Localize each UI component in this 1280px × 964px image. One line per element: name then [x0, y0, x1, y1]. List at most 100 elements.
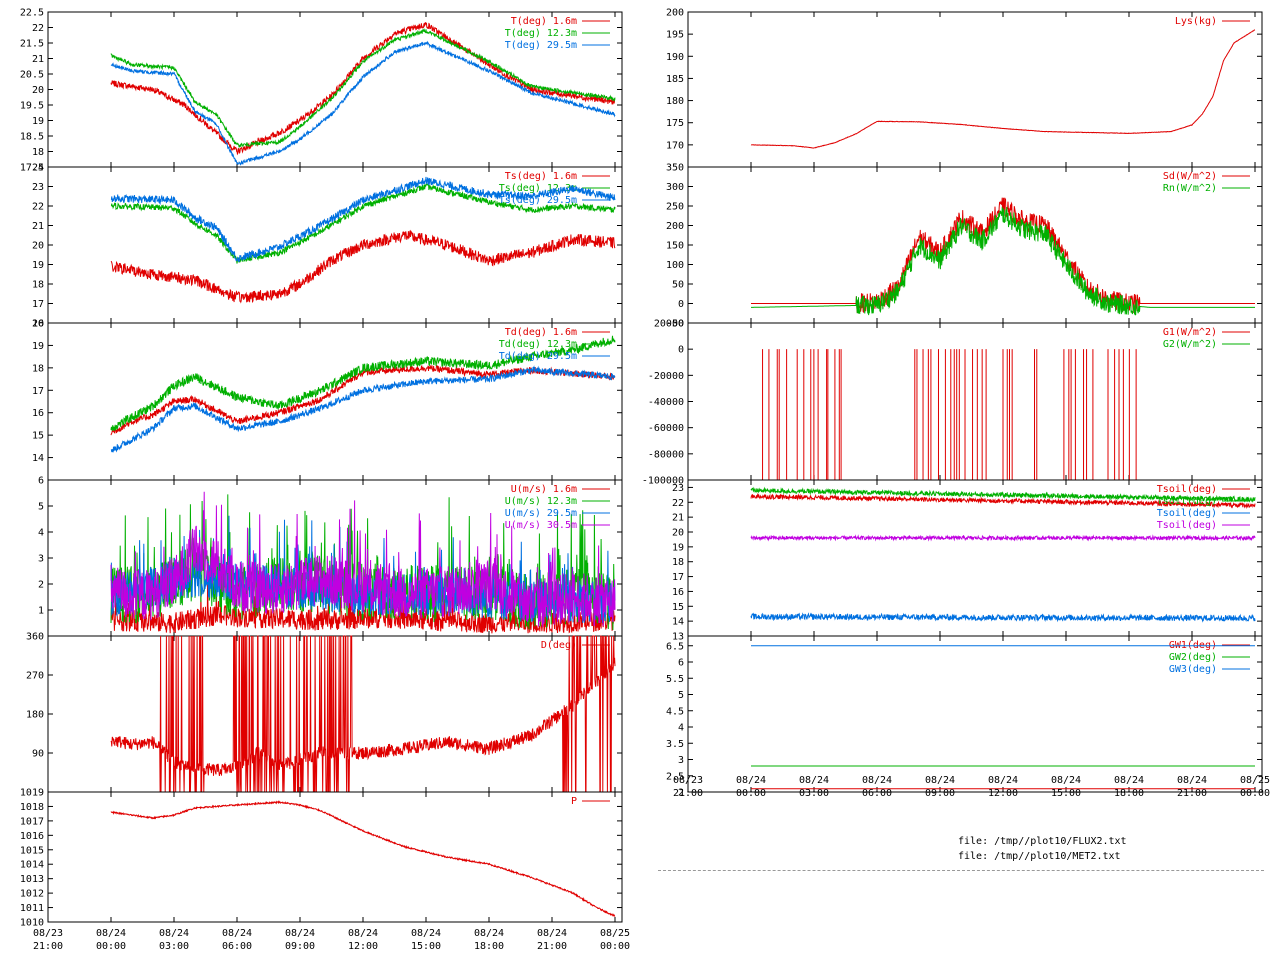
y-tick-label: 2.5 [666, 771, 684, 782]
y-tick-label: 6 [38, 476, 44, 487]
series-line-Td-0 [110, 365, 616, 436]
y-tick-label: 270 [26, 671, 44, 682]
y-tick-label: -40000 [648, 397, 684, 408]
right-x-time-label: 12:00 [988, 788, 1018, 799]
panel-U: 1 2 3 4 5 6 U(m/s) 1.6mU(m/s) 12.3mU(m/s) 29.5… [38, 476, 623, 637]
left-x-date-label: 08/24 [348, 928, 378, 939]
legend-label: Ts(deg) 1.6m [505, 171, 577, 182]
y-tick-label: 22 [672, 498, 684, 509]
legend-label: Lys(kg) [1175, 16, 1217, 27]
y-tick-label: 0 [678, 299, 684, 310]
y-tick-label: 150 [666, 241, 684, 252]
panel-GW: 22.533.544.555.566.5 GW1(deg)GW2(deg)GW3(… [666, 635, 1263, 799]
y-tick-label: 1019 [20, 788, 44, 799]
left-x-date-label: 08/24 [222, 928, 252, 939]
y-tick-label: 21 [32, 221, 44, 232]
left-x-date-label: 08/25 [600, 928, 630, 939]
y-tick-label: 20 [32, 319, 44, 330]
series-line-Tsoil-1 [750, 486, 1256, 503]
y-tick-label: 21 [672, 513, 684, 524]
left-x-date-label: 08/24 [537, 928, 567, 939]
right-x-date-label: 08/25 [1240, 775, 1270, 786]
legend-label: T(deg) 1.6m [511, 16, 577, 27]
y-tick-label: 190 [666, 52, 684, 63]
y-tick-label: -100000 [642, 476, 684, 487]
y-tick-label: -50 [666, 319, 684, 330]
file-label-flux: file: /tmp//plot10/FLUX2.txt [958, 836, 1127, 847]
y-tick-label: 4 [678, 723, 684, 734]
right-x-time-label: 00:00 [736, 788, 766, 799]
legend-label: P [571, 796, 577, 807]
y-tick-label: 15 [32, 431, 44, 442]
y-tick-label: 21 [32, 54, 44, 65]
legend-label: Tsoil(deg) [1157, 496, 1217, 507]
y-tick-label: 19 [672, 542, 684, 553]
y-tick-label: 90 [32, 749, 44, 760]
panel-Sd: -50 0 50 100 150 200 250 300 350 Sd(W/m^2)Rn(W/m^… [666, 163, 1263, 330]
legend-label: Ts(deg) 12.3m [499, 183, 577, 194]
y-tick-label: 5 [38, 502, 44, 513]
right-x-date-label: 08/24 [736, 775, 766, 786]
y-tick-label: 3.5 [666, 739, 684, 750]
y-tick-label: 17.5 [20, 163, 44, 174]
legend-label: U(m/s) 30.5m [505, 520, 577, 531]
legend-label: Rn(W/m^2) [1163, 183, 1217, 194]
y-tick-label: 200 [666, 221, 684, 232]
right-x-date-label: 08/24 [799, 775, 829, 786]
right-x-time-label: 03:00 [799, 788, 829, 799]
y-tick-label: 170 [666, 140, 684, 151]
y-tick-label: 22 [32, 202, 44, 213]
series-line-T-1 [110, 28, 616, 148]
legend-label: U(m/s) 29.5m [505, 508, 577, 519]
y-tick-label: 50 [672, 280, 684, 291]
left-x-time-label: 21:00 [33, 941, 63, 952]
legend-label: G1(W/m^2) [1163, 327, 1217, 338]
y-tick-label: 16 [32, 408, 44, 419]
left-x-time-label: 12:00 [348, 941, 378, 952]
y-tick-label: 250 [666, 202, 684, 213]
y-tick-label: 1016 [20, 831, 44, 842]
left-x-date-label: 08/23 [33, 928, 63, 939]
legend-label: Ts(deg) 29.5m [499, 195, 577, 206]
y-tick-label: 17 [32, 299, 44, 310]
legend-label: U(m/s) 1.6m [511, 484, 577, 495]
right-x-time-label: 15:00 [1051, 788, 1081, 799]
legend-label: Td(deg) 1.6m [505, 327, 577, 338]
legend-label: T(deg) 12.3m [505, 28, 577, 39]
y-tick-label: 100 [666, 260, 684, 271]
y-tick-label: 13 [672, 632, 684, 643]
right-x-date-label: 08/24 [1177, 775, 1207, 786]
y-tick-label: 18 [32, 280, 44, 291]
legend-label: D(deg) [541, 640, 577, 651]
file-list: file: /tmp//plot10/FLUX2.txt file: /tmp/… [958, 834, 1127, 864]
right-x-date-label: 08/24 [988, 775, 1018, 786]
y-tick-label: 180 [666, 96, 684, 107]
y-tick-label: 18 [32, 147, 44, 158]
series-line-Sd-1 [751, 206, 1255, 317]
right-x-time-label: 00:00 [1240, 788, 1270, 799]
legend-label: GW2(deg) [1169, 652, 1217, 663]
panel-frame [687, 11, 1263, 168]
y-tick-label: -80000 [648, 449, 684, 460]
right-x-time-label: 09:00 [925, 788, 955, 799]
right-x-time-label: 21:00 [1177, 788, 1207, 799]
series-line-P-0 [110, 800, 616, 917]
y-tick-label: 20 [32, 85, 44, 96]
y-tick-label: 14 [32, 453, 44, 464]
left-x-time-label: 00:00 [96, 941, 126, 952]
separator-line [658, 870, 1264, 871]
y-tick-label: 360 [26, 632, 44, 643]
y-tick-label: 1015 [20, 845, 44, 856]
left-x-time-label: 18:00 [474, 941, 504, 952]
right-x-date-label: 08/23 [673, 775, 703, 786]
y-tick-label: 4 [38, 528, 44, 539]
y-tick-label: 1 [38, 606, 44, 617]
y-tick-label: 6.5 [666, 641, 684, 652]
y-tick-label: 1012 [20, 889, 44, 900]
panel-frame [47, 791, 623, 923]
series-line-Tsoil-3 [750, 534, 1256, 542]
y-tick-label: 300 [666, 182, 684, 193]
y-tick-label: 1011 [20, 903, 44, 914]
